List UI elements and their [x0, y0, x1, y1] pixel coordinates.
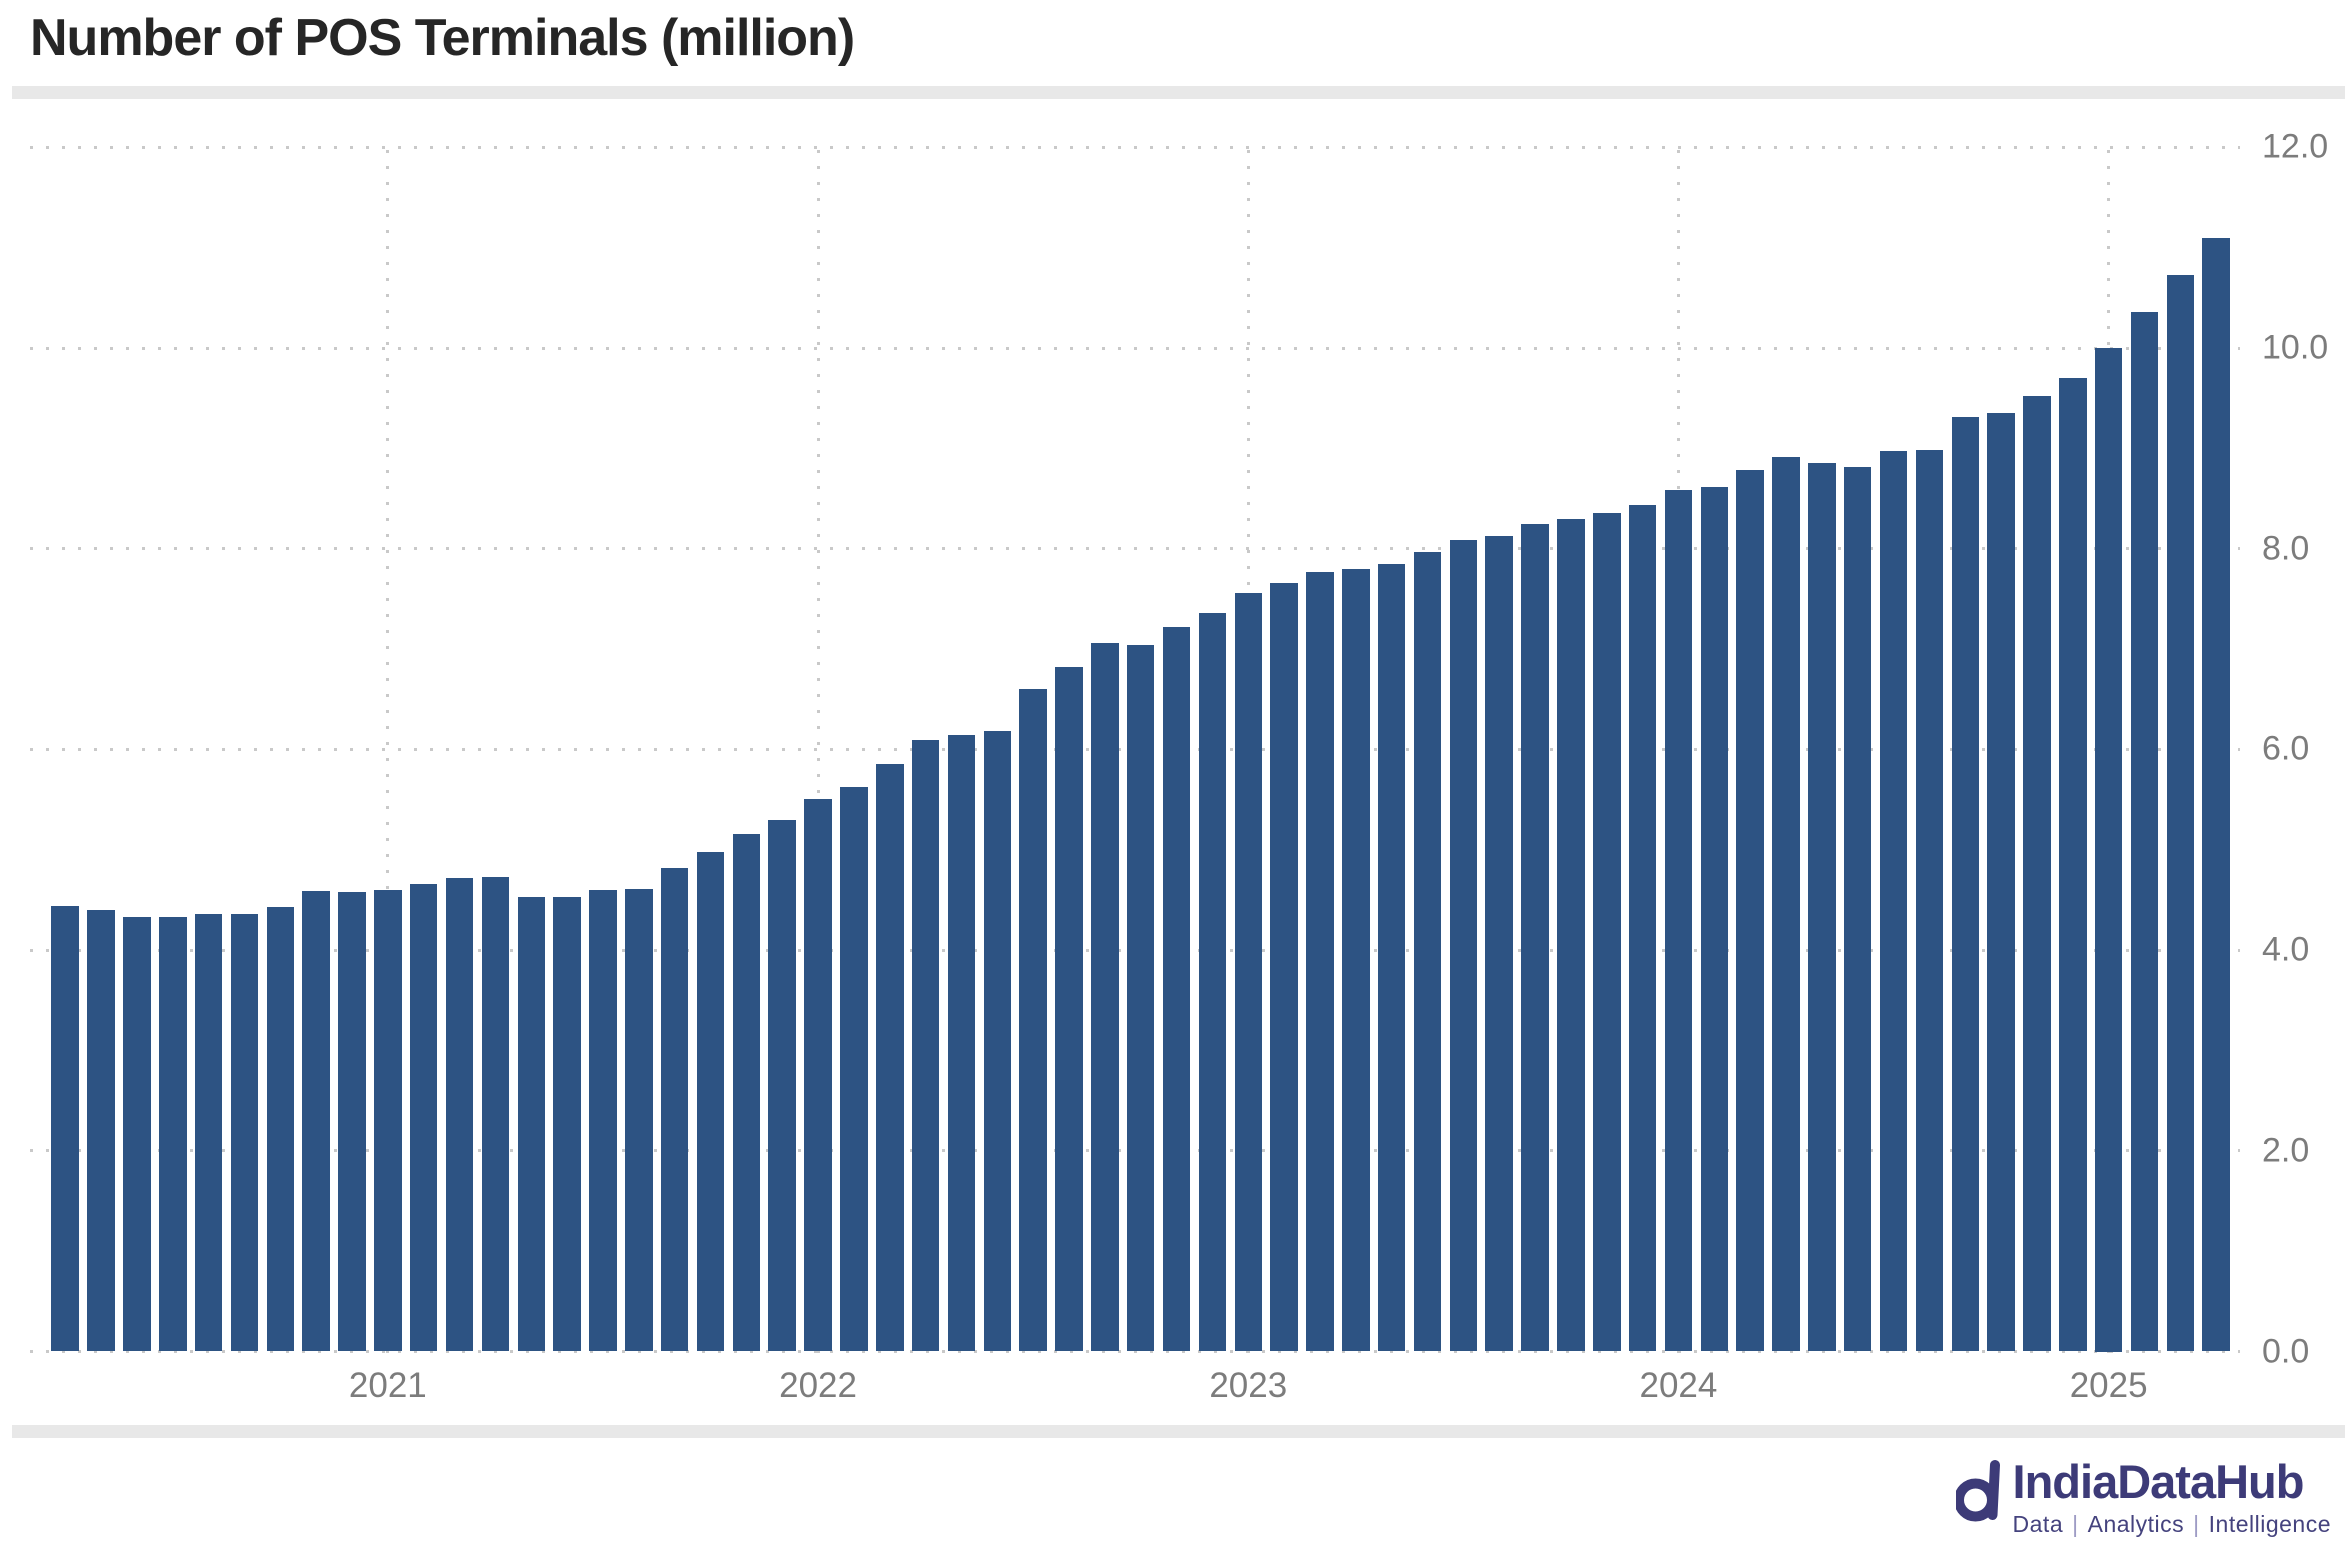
bar-2022-05[interactable]	[947, 735, 976, 1352]
x-tick-label: 2024	[1639, 1366, 1718, 1405]
bar-2024-02[interactable]	[1700, 487, 1729, 1352]
bar-2024-08[interactable]	[1915, 450, 1944, 1352]
bar-2021-03[interactable]	[445, 877, 474, 1352]
bar-2024-01[interactable]	[1664, 490, 1693, 1352]
bar-2024-04[interactable]	[1772, 457, 1800, 1352]
bar-2022-11[interactable]	[1162, 626, 1191, 1352]
x-tick-label: 2021	[348, 1366, 427, 1405]
v-gridline-2021	[386, 150, 390, 1356]
bar-2024-06[interactable]	[1843, 467, 1872, 1352]
bar-2022-09[interactable]	[1091, 643, 1119, 1352]
tagline-part: Analytics	[2087, 1510, 2185, 1537]
bar-2024-09[interactable]	[1951, 417, 1979, 1352]
bar-2025-04[interactable]	[2202, 237, 2230, 1352]
bar-2023-01[interactable]	[1234, 592, 1262, 1352]
y-tick-label: 4.0	[2262, 930, 2310, 969]
x-tick-label: 2023	[1209, 1366, 1288, 1405]
h-gridline-0.0	[30, 1350, 2240, 1353]
bar-2024-05[interactable]	[1808, 463, 1836, 1352]
bar-2023-10[interactable]	[1557, 518, 1585, 1352]
bar-2021-01[interactable]	[374, 889, 402, 1352]
v-gridline-2022	[816, 150, 820, 1356]
bar-2020-09[interactable]	[230, 913, 259, 1352]
bottom-divider	[12, 1425, 2345, 1438]
x-tick-label: 2025	[2069, 1366, 2148, 1405]
tagline-part: Intelligence	[2208, 1510, 2331, 1537]
h-gridline-8.0	[30, 547, 2240, 551]
tagline-part: Data	[2012, 1510, 2064, 1537]
bar-2023-05[interactable]	[1377, 563, 1406, 1352]
bar-2022-03[interactable]	[876, 764, 904, 1352]
bar-2020-04[interactable]	[51, 905, 79, 1352]
brand-tagline: Data | Analytics | Intelligence	[2013, 1511, 2331, 1538]
h-gridline-12.0	[30, 145, 2240, 149]
bar-2021-11[interactable]	[732, 833, 761, 1352]
bar-2022-10[interactable]	[1126, 645, 1155, 1352]
brand-text-block: IndiaDataHub Data | Analytics | Intelligence	[2013, 1456, 2331, 1538]
bar-2022-02[interactable]	[840, 786, 868, 1352]
bar-2020-08[interactable]	[194, 913, 223, 1352]
y-tick-label: 10.0	[2262, 328, 2329, 367]
top-divider	[12, 86, 2345, 99]
bar-2023-09[interactable]	[1521, 523, 1549, 1352]
y-tick-label: 6.0	[2262, 729, 2310, 768]
y-tick-label: 12.0	[2262, 127, 2329, 166]
bar-2023-12[interactable]	[1628, 504, 1657, 1352]
y-tick-label: 0.0	[2262, 1332, 2310, 1370]
brand-name: IndiaDataHub	[2012, 1455, 2305, 1508]
bar-2022-12[interactable]	[1198, 612, 1227, 1352]
bar-2023-06[interactable]	[1413, 551, 1442, 1352]
bar-2022-01[interactable]	[804, 798, 832, 1352]
bar-2022-08[interactable]	[1055, 667, 1083, 1352]
y-tick-label: 2.0	[2262, 1131, 2310, 1170]
x-tick-label: 2022	[779, 1366, 857, 1405]
bar-2023-07[interactable]	[1449, 539, 1478, 1352]
bar-2021-05[interactable]	[517, 896, 545, 1352]
bar-2025-03[interactable]	[2166, 274, 2195, 1352]
bar-2020-06[interactable]	[123, 916, 151, 1352]
tagline-separator: |	[2193, 1510, 2200, 1537]
bar-2021-10[interactable]	[696, 851, 725, 1352]
bar-2025-02[interactable]	[2130, 311, 2159, 1352]
bar-2024-11[interactable]	[2023, 396, 2051, 1352]
tagline-separator: |	[2072, 1510, 2079, 1537]
bar-2023-03[interactable]	[1306, 571, 1334, 1352]
bar-2024-10[interactable]	[1987, 413, 2015, 1352]
bar-2021-02[interactable]	[409, 883, 438, 1352]
bar-2025-01[interactable]	[2094, 348, 2123, 1352]
bar-2021-04[interactable]	[481, 876, 510, 1352]
bar-2022-07[interactable]	[1019, 689, 1047, 1352]
bar-2023-08[interactable]	[1485, 535, 1513, 1352]
bar-2021-09[interactable]	[660, 867, 689, 1352]
bar-2023-04[interactable]	[1342, 568, 1370, 1352]
bar-2020-11[interactable]	[302, 890, 330, 1352]
brand-logo: IndiaDataHub Data | Analytics | Intelligence	[1955, 1456, 2331, 1538]
bar-2020-12[interactable]	[338, 891, 366, 1352]
bar-2023-11[interactable]	[1593, 512, 1621, 1352]
y-tick-label: 8.0	[2262, 529, 2310, 568]
bar-2021-06[interactable]	[553, 896, 581, 1352]
d-logo-icon	[1955, 1460, 2000, 1522]
bar-2024-03[interactable]	[1736, 470, 1764, 1352]
bar-2022-06[interactable]	[983, 731, 1012, 1352]
bar-2024-07[interactable]	[1879, 451, 1908, 1352]
h-gridline-10.0	[30, 346, 2240, 350]
bar-2021-08[interactable]	[625, 888, 653, 1352]
bar-2024-12[interactable]	[2059, 378, 2087, 1352]
bar-2020-10[interactable]	[266, 906, 295, 1352]
bar-2021-12[interactable]	[768, 819, 796, 1352]
bar-2020-07[interactable]	[159, 916, 187, 1352]
bar-2021-07[interactable]	[589, 889, 617, 1352]
bar-2020-05[interactable]	[87, 909, 115, 1352]
chart-title: Number of POS Terminals (million)	[30, 9, 855, 67]
bar-2023-02[interactable]	[1270, 582, 1298, 1352]
bar-2022-04[interactable]	[911, 740, 940, 1352]
